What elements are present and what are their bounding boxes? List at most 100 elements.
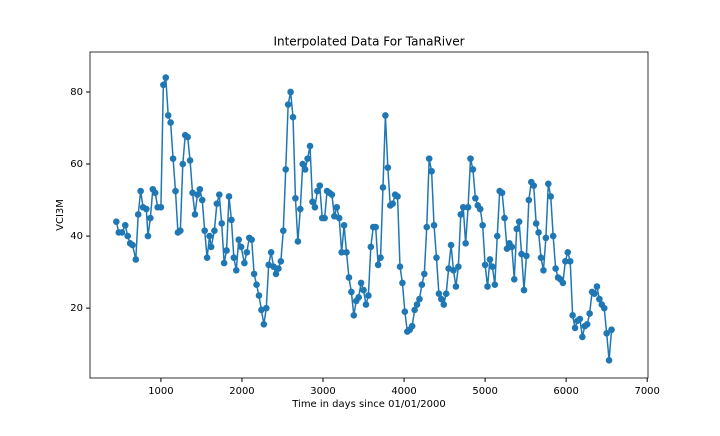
data-point (179, 160, 187, 168)
data-point (279, 227, 287, 234)
data-point (547, 193, 555, 200)
data-point (579, 333, 586, 341)
data-point (223, 247, 230, 254)
data-point (196, 185, 204, 193)
data-point (132, 256, 140, 263)
data-point (447, 241, 455, 249)
data-point (177, 227, 184, 234)
data-point (186, 157, 194, 164)
data-point (172, 187, 179, 195)
data-point (262, 304, 270, 312)
data-point (372, 223, 379, 231)
data-point (374, 261, 382, 269)
data-point (418, 281, 426, 289)
data-point (508, 243, 516, 251)
data-point (340, 221, 348, 229)
data-point (479, 221, 486, 229)
data-point (382, 112, 389, 119)
data-point (250, 270, 258, 278)
data-point (442, 290, 450, 298)
data-point (287, 88, 294, 96)
y-tick-label: 60 (70, 159, 83, 170)
data-point (121, 221, 129, 229)
y-tick-label: 20 (70, 303, 83, 314)
data-point (328, 191, 336, 198)
data-point (540, 266, 547, 274)
data-point (360, 286, 367, 294)
data-point (428, 167, 435, 175)
data-point (520, 286, 528, 294)
data-point (164, 112, 172, 119)
data-point (467, 155, 474, 162)
data-point (311, 203, 319, 211)
data-point (220, 259, 228, 267)
data-point (207, 243, 215, 251)
data-point (379, 184, 387, 191)
data-point (535, 229, 542, 236)
data-point (501, 214, 508, 222)
data-point (345, 274, 353, 281)
data-point (438, 295, 445, 303)
data-point (294, 238, 302, 245)
data-point (452, 283, 460, 290)
data-point (306, 142, 314, 150)
data-point (316, 182, 324, 189)
data-point (591, 290, 598, 298)
data-point (549, 232, 557, 240)
data-point (225, 193, 233, 200)
data-point (489, 263, 496, 270)
data-point (241, 259, 248, 267)
data-point (162, 74, 170, 81)
data-point (569, 312, 576, 319)
data-point (201, 227, 208, 234)
data-point (462, 239, 469, 247)
data-point (253, 281, 260, 289)
data-point (144, 232, 152, 240)
x-tick-label: 4000 (391, 386, 416, 397)
y-tick-label: 40 (70, 231, 83, 242)
data-point (564, 248, 572, 256)
data-point (198, 196, 206, 204)
data-point (603, 330, 610, 337)
data-point (593, 283, 601, 290)
data-point (608, 326, 615, 334)
data-point (389, 200, 397, 207)
data-point (167, 119, 174, 126)
x-tick-label: 2000 (229, 386, 254, 397)
data-point (515, 218, 523, 225)
data-point (321, 214, 328, 222)
data-point (301, 166, 309, 173)
data-point (151, 189, 159, 197)
data-point (215, 191, 223, 198)
data-point (450, 266, 457, 274)
data-point (493, 232, 501, 240)
data-point (113, 218, 120, 225)
data-point (537, 254, 545, 261)
data-point (542, 234, 550, 242)
data-point (343, 248, 350, 256)
data-point (237, 243, 245, 251)
data-point (267, 248, 275, 256)
data-point (314, 187, 321, 195)
data-point (408, 322, 416, 330)
data-point (137, 187, 144, 195)
data-point (243, 248, 251, 256)
data-point (433, 254, 440, 261)
data-point (545, 180, 552, 188)
data-point (532, 220, 540, 227)
data-point (124, 232, 131, 240)
data-point (309, 198, 316, 206)
data-point (129, 241, 136, 249)
data-point (562, 257, 569, 265)
data-point (184, 133, 191, 141)
data-point (416, 295, 423, 303)
data-point (248, 236, 255, 243)
data-point (304, 155, 311, 162)
data-point (333, 203, 341, 211)
data-point (377, 254, 384, 261)
data-point (299, 160, 307, 168)
x-tick-label: 6000 (553, 386, 578, 397)
data-point (394, 193, 401, 200)
chart-title: Interpolated Data For TanaRiver (273, 35, 464, 49)
